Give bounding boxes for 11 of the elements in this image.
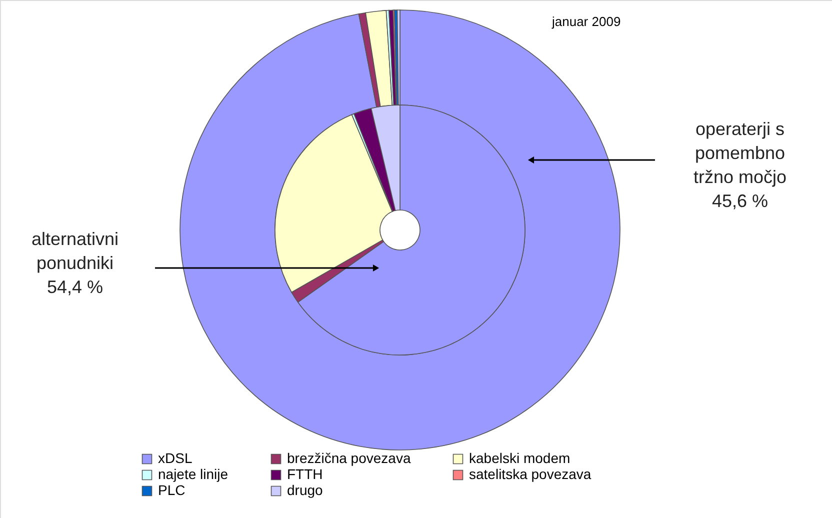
legend-label: satelitska povezava (469, 466, 592, 482)
legend-label: drugo (287, 482, 324, 498)
legend-label: brezžična povezava (287, 450, 411, 466)
legend-label: PLC (158, 482, 186, 498)
chart-title: januar 2009 (551, 14, 621, 29)
legend-label: xDSL (158, 450, 192, 466)
text: alternativni ponudniki 54,4 % (31, 229, 119, 297)
text: operaterji s pomembno tržno močjo 45,6 % (693, 119, 787, 211)
legend-label: najete linije (158, 466, 228, 482)
legend-label: FTTH (287, 466, 323, 482)
legend-label: kabelski modem (469, 450, 570, 466)
